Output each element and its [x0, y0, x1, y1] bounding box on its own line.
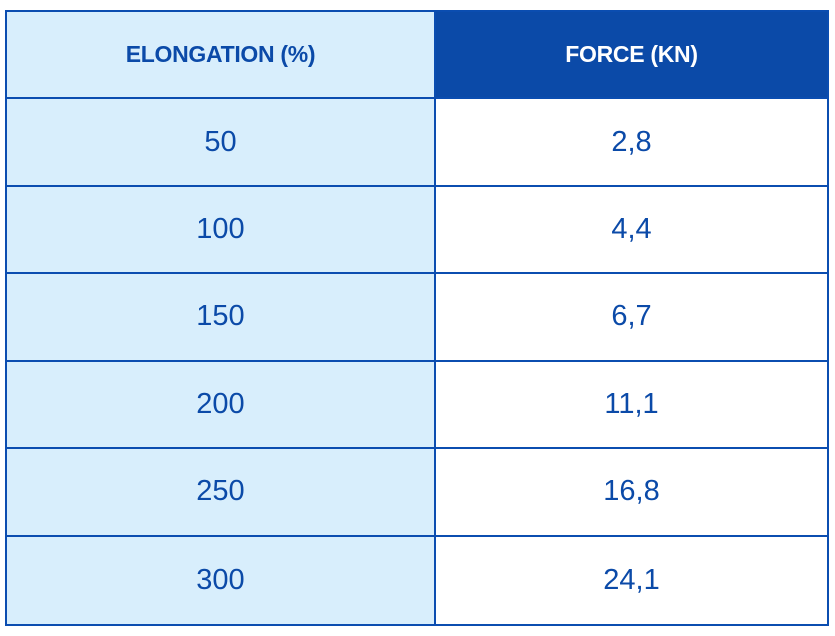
table-cell-force: 2,8	[436, 99, 827, 187]
table-cell-elongation: 200	[7, 361, 436, 450]
table-cell-elongation: 300	[7, 536, 436, 624]
table-cell-elongation: 50	[7, 99, 436, 187]
table-cell-elongation: 250	[7, 449, 436, 537]
column-header-elongation: ELONGATION (%)	[7, 12, 436, 100]
table-cell-force: 4,4	[436, 186, 827, 275]
data-table: ELONGATION (%) FORCE (KN) 50 2,8 100 4,4…	[5, 10, 829, 626]
table-cell-elongation: 100	[7, 186, 436, 275]
table-cell-force: 11,1	[436, 361, 827, 450]
column-header-force: FORCE (KN)	[436, 12, 827, 100]
table-cell-force: 16,8	[436, 449, 827, 537]
table-cell-force: 6,7	[436, 274, 827, 362]
table-cell-force: 24,1	[436, 536, 827, 624]
table-cell-elongation: 150	[7, 274, 436, 362]
